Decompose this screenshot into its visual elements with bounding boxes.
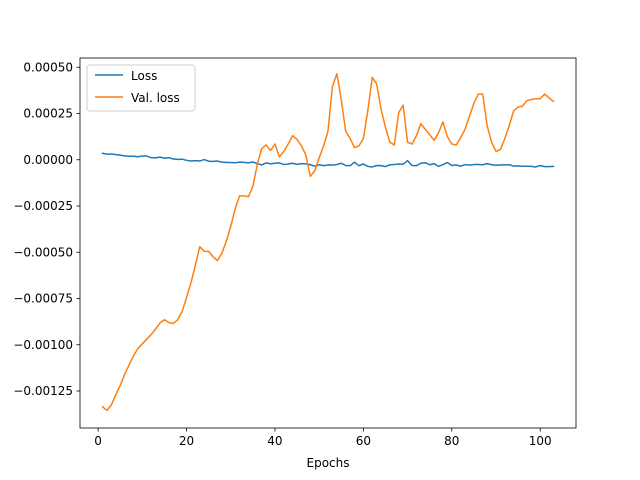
y-tick-label: 0.00050 [23,60,73,74]
legend-label-loss: Loss [131,69,157,83]
y-tick-label: −0.00125 [13,384,73,398]
y-tick-label: −0.00025 [13,199,73,213]
series-layer [101,72,555,412]
series-line-val-loss [101,72,555,412]
x-tick-label: 0 [94,434,102,448]
x-tick-label: 40 [267,434,282,448]
legend-box [86,64,196,112]
x-tick-label: 60 [356,434,371,448]
plot-frame [79,57,577,429]
y-axis-ticks: −0.00125 −0.00100 −0.00075 −0.00050 −0.00025… [13,60,80,398]
x-axis-ticks: 0 20 40 60 80 100 [94,428,552,448]
y-tick-label: −0.00050 [13,245,73,259]
legend-label-val-loss: Val. loss [131,91,180,105]
legend: Loss Val. loss [86,64,196,112]
x-tick-label: 20 [179,434,194,448]
x-tick-label: 80 [444,434,459,448]
series-line-loss [101,152,555,168]
y-tick-label: 0.00000 [23,153,73,167]
x-tick-label: 100 [529,434,552,448]
y-tick-label: −0.00100 [13,338,73,352]
y-tick-label: 0.00025 [23,107,73,121]
y-tick-label: −0.00075 [13,292,73,306]
x-axis-label: Epochs [307,456,350,470]
